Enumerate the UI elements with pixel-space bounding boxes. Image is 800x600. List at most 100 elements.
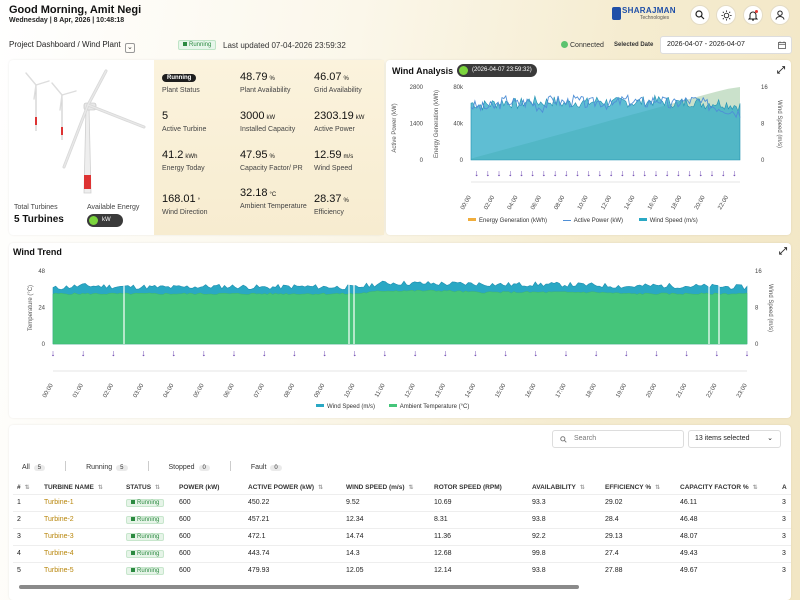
wind-direction-arrow-icon: ↓ xyxy=(383,348,388,358)
status-dot-icon xyxy=(183,42,187,46)
available-energy-unit: kW xyxy=(102,217,111,223)
wind-direction-arrow-icon: ↓ xyxy=(553,168,558,178)
wind-direction-arrow-icon: ↓ xyxy=(473,348,478,358)
table-cell: 49.67 xyxy=(676,561,778,579)
wind-direction-arrow-icon: ↓ xyxy=(721,168,726,178)
x-tick-label: 06:00 xyxy=(530,194,543,211)
column-header[interactable]: EFFICIENCY % ⇅ xyxy=(605,483,661,491)
column-header[interactable]: TURBINE NAME ⇅ xyxy=(44,483,103,491)
kpi-grid: Running Plant Status 48.79% Plant Availa… xyxy=(154,60,384,235)
x-tick-label: 22:00 xyxy=(706,382,719,399)
table-cell: 46.11 xyxy=(676,493,778,511)
wind-trend-title: Wind Trend xyxy=(13,247,62,257)
kpi-label: Capacity Factor/ PR xyxy=(240,165,303,172)
table-row[interactable]: 2 Turbine-2 Running 600 457.21 12.34 8.31 93.8 2… xyxy=(13,510,791,528)
x-tick-label: 20:00 xyxy=(646,382,659,399)
breadcrumb-current[interactable]: Wind Plant xyxy=(81,40,121,49)
horizontal-scrollbar[interactable] xyxy=(19,585,579,589)
kpi-value: 32.18 °C xyxy=(240,187,277,199)
chevron-down-icon: ⌄ xyxy=(767,435,773,442)
kpi-label: Efficiency xyxy=(314,209,344,216)
turbine-table-card: Search 13 items selected ⌄ All 5 Running 5 … xyxy=(9,425,791,600)
table-cell: 1 xyxy=(13,493,40,511)
table-cell: 3 xyxy=(778,561,791,579)
table-cell: 479.93 xyxy=(244,561,342,579)
breadcrumb-separator: / xyxy=(77,40,80,49)
table-cell: 27.4 xyxy=(601,544,676,562)
table-cell: 99.8 xyxy=(528,544,601,562)
wind-direction-arrow-icon: ↓ xyxy=(530,168,535,178)
wind-direction-arrow-icon: ↓ xyxy=(687,168,692,178)
table-row[interactable]: 5 Turbine-5 Running 600 479.93 12.05 12.14 93.8… xyxy=(13,561,791,579)
table-cell[interactable]: Turbine-4 xyxy=(40,544,122,562)
table-cell: 600 xyxy=(175,561,244,579)
table-cell[interactable]: Turbine-3 xyxy=(40,527,122,545)
filter-all[interactable]: All 5 xyxy=(22,464,46,471)
table-cell: 600 xyxy=(175,493,244,511)
status-filters: All 5 Running 5 Stopped 0 Fault 0 xyxy=(22,461,302,471)
column-header[interactable]: ROTOR SPEED (RPM) xyxy=(434,483,502,491)
table-cell[interactable]: Turbine-1 xyxy=(40,493,122,511)
column-header[interactable]: # ⇅ xyxy=(17,483,30,491)
date-range-picker[interactable]: 2026-04-07 - 2026-04-07 xyxy=(660,36,792,54)
column-header[interactable]: POWER (kW) xyxy=(179,483,220,491)
notifications-button[interactable] xyxy=(743,5,763,25)
table-cell: 3 xyxy=(778,544,791,562)
wind-turbines-illustration xyxy=(25,69,146,194)
x-tick-label: 22:00 xyxy=(717,194,730,211)
legend-swatch xyxy=(638,218,647,221)
theme-toggle-button[interactable] xyxy=(716,5,736,25)
x-tick-label: 12:00 xyxy=(404,382,417,399)
column-header[interactable]: AVAILABILITY ⇅ xyxy=(532,483,585,491)
chevron-down-icon: ⌄ xyxy=(126,44,133,51)
table-cell[interactable]: Turbine-5 xyxy=(40,561,122,579)
y-tick-wind: 16 xyxy=(755,269,762,275)
wind-direction-arrow-icon: ↓ xyxy=(111,348,116,358)
column-header[interactable]: A xyxy=(782,483,787,491)
kpi-label: Active Turbine xyxy=(162,126,207,133)
x-tick-label: 00:00 xyxy=(42,382,55,399)
breadcrumb-root[interactable]: Project Dashboard xyxy=(9,40,76,49)
x-tick-label: 15:00 xyxy=(495,382,508,399)
company-logo: SHARAJMAN Technologies xyxy=(612,6,682,22)
search-input[interactable]: Search xyxy=(552,430,684,448)
x-tick-label: 13:00 xyxy=(434,382,447,399)
search-button[interactable] xyxy=(690,5,710,25)
table-cell: Running xyxy=(122,561,175,579)
status-badge: Running xyxy=(178,40,217,50)
wind-trend-chart: Temperature (°C) Wind Speed (m/s) 0 24 48 0 8 1… xyxy=(28,269,773,399)
x-tick-label: 08:00 xyxy=(283,382,296,399)
wind-direction-arrow-icon: ↓ xyxy=(51,348,56,358)
table-row[interactable]: 3 Turbine-3 Running 600 472.1 14.74 11.36 92.2 2… xyxy=(13,527,791,545)
wind-direction-arrow-icon: ↓ xyxy=(141,348,146,358)
expand-icon[interactable]: ⤢ xyxy=(779,246,787,257)
kpi-value: 48.79% xyxy=(240,71,275,83)
table-row[interactable]: 1 Turbine-1 Running 600 450.22 9.52 10.69 93.3 2… xyxy=(13,493,791,511)
table-cell: 28.4 xyxy=(601,510,676,528)
column-header[interactable]: WIND SPEED (m/s) ⇅ xyxy=(346,483,414,491)
filter-fault[interactable]: Fault 0 xyxy=(251,464,282,471)
kpi-value: 28.37% xyxy=(314,193,349,205)
column-header[interactable]: CAPACITY FACTOR % ⇅ xyxy=(680,483,758,491)
plant-dropdown-button[interactable]: ⌄ xyxy=(124,43,135,53)
filter-running[interactable]: Running 5 xyxy=(86,464,128,471)
date-range-value: 2026-04-07 - 2026-04-07 xyxy=(667,41,745,48)
total-turbines-value: 5 Turbines xyxy=(14,214,64,225)
table-cell: Running xyxy=(122,544,175,562)
expand-icon[interactable]: ⤢ xyxy=(777,65,785,76)
table-header-row: # ⇅ TURBINE NAME ⇅ STATUS ⇅ POWER (kW) ACTI… xyxy=(13,481,791,494)
profile-button[interactable] xyxy=(770,5,790,25)
column-header[interactable]: STATUS ⇅ xyxy=(126,483,161,491)
wind-direction-arrow-icon: ↓ xyxy=(676,168,681,178)
y-tick-wind: 16 xyxy=(761,85,768,91)
wind-direction-arrow-icon: ↓ xyxy=(232,348,237,358)
wind-direction-arrow-icon: ↓ xyxy=(631,168,636,178)
x-tick-label: 02:00 xyxy=(483,194,496,211)
table-cell[interactable]: Turbine-2 xyxy=(40,510,122,528)
table-row[interactable]: 4 Turbine-4 Running 600 443.74 14.3 12.68 99.8 2… xyxy=(13,544,791,562)
column-selector[interactable]: 13 items selected ⌄ xyxy=(688,430,781,448)
filter-stopped[interactable]: Stopped 0 xyxy=(168,464,210,471)
wind-direction-arrow-icon: ↓ xyxy=(352,348,357,358)
column-header[interactable]: ACTIVE POWER (kW) ⇅ xyxy=(248,483,324,491)
table-cell: 3 xyxy=(778,493,791,511)
